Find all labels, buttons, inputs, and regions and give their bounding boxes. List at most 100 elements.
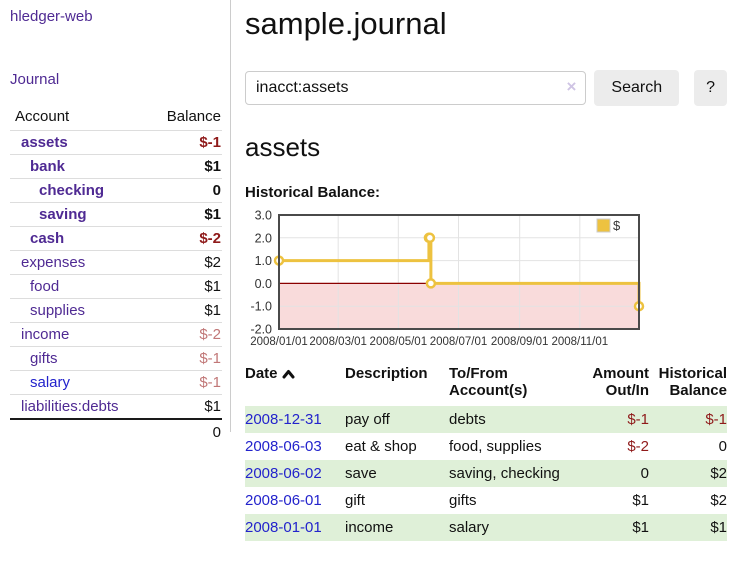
- register-header-row: Date Description To/From Account(s) Amou…: [245, 365, 727, 406]
- column-header-date-label: Date: [245, 365, 278, 382]
- account-name-cell: gifts: [10, 347, 146, 371]
- transaction-accounts: salary: [449, 519, 490, 536]
- accounts-header-account: Account: [15, 108, 70, 125]
- transaction-date-link[interactable]: 2008-12-31: [245, 411, 322, 428]
- x-tick-label: 2008/03/01: [309, 336, 367, 348]
- accounts-table: Account Balance assets $-1 bank $1 checking 0…: [10, 105, 222, 445]
- account-balance: $-2: [199, 230, 221, 247]
- account-row: supplies $1: [10, 298, 222, 323]
- transaction-amount: $-1: [627, 411, 649, 428]
- account-row: liabilities:debts $1: [10, 394, 222, 420]
- transaction-accounts: saving, checking: [449, 465, 560, 482]
- account-name-cell: assets: [10, 131, 146, 155]
- transaction-row[interactable]: 2008-06-02 save saving, checking 0 $2: [245, 460, 727, 487]
- account-balance: $1: [204, 398, 221, 415]
- account-balance: $1: [204, 206, 221, 223]
- y-tick-label: -2.0: [250, 323, 272, 337]
- transaction-row[interactable]: 2008-06-03 eat & shop food, supplies $-2 0: [245, 433, 727, 460]
- transaction-date-link[interactable]: 2008-06-03: [245, 438, 322, 455]
- transaction-description: income: [345, 519, 394, 536]
- chart-border: [278, 214, 640, 330]
- account-link-assets[interactable]: assets: [21, 134, 68, 151]
- account-link-gifts[interactable]: gifts: [30, 350, 58, 367]
- transaction-row[interactable]: 2008-12-31 pay off debts $-1 $-1: [245, 406, 727, 433]
- help-button[interactable]: ?: [694, 70, 727, 106]
- account-link-bank[interactable]: bank: [30, 158, 66, 175]
- hledger-web-app: hledger-web Journal Account Balance asse…: [10, 0, 727, 541]
- account-link-liabilities-debts[interactable]: liabilities:debts: [21, 398, 119, 415]
- account-balance: $1: [204, 302, 221, 319]
- account-row: income $-2: [10, 322, 222, 347]
- transaction-amount: 0: [640, 465, 649, 482]
- account-link-cash[interactable]: cash: [30, 230, 65, 247]
- clear-search-icon[interactable]: ×: [566, 77, 577, 96]
- account-link-food[interactable]: food: [30, 278, 60, 295]
- y-tick-label: 3.0: [255, 209, 272, 223]
- accounts-total-value: 0: [212, 424, 221, 441]
- transaction-balance: $-1: [705, 411, 727, 428]
- account-row: saving $1: [10, 202, 222, 227]
- account-heading: assets: [245, 132, 321, 162]
- column-header-date[interactable]: Date: [245, 365, 345, 406]
- transaction-date-link[interactable]: 2008-06-01: [245, 492, 322, 509]
- data-point-marker: [424, 232, 436, 244]
- account-row: cash $-2: [10, 226, 222, 251]
- transaction-date-link[interactable]: 2008-01-01: [245, 519, 322, 536]
- transaction-amount: $1: [632, 519, 649, 536]
- account-link-expenses[interactable]: expenses: [21, 254, 86, 271]
- account-link-salary[interactable]: salary: [30, 374, 71, 391]
- account-balance: 0: [212, 182, 221, 199]
- accounts-header-row: Account Balance: [10, 105, 222, 131]
- transaction-row[interactable]: 2008-06-01 gift gifts $1 $2: [245, 487, 727, 514]
- column-header-balance: Historical Balance: [658, 365, 727, 399]
- account-link-checking[interactable]: checking: [39, 182, 105, 199]
- x-tick-label: 2008/11/01: [551, 336, 608, 348]
- account-row: checking 0: [10, 178, 222, 203]
- main-content: sample.journal × Search ? assets Histori…: [231, 0, 727, 541]
- account-balance: $-1: [199, 350, 221, 367]
- x-tick-label: 2008/09/01: [491, 336, 549, 348]
- transaction-row[interactable]: 2008-01-01 income salary $1 $1: [245, 514, 727, 541]
- account-balance: $1: [204, 278, 221, 295]
- accounts-header-balance: Balance: [166, 108, 221, 125]
- account-row: salary $-1: [10, 370, 222, 395]
- brand-link[interactable]: hledger-web: [10, 8, 93, 25]
- account-link-supplies[interactable]: supplies: [30, 302, 86, 319]
- account-link-saving[interactable]: saving: [39, 206, 87, 223]
- transaction-balance: $2: [710, 465, 727, 482]
- account-row: assets $-1: [10, 130, 222, 155]
- y-tick-label: 1.0: [255, 254, 272, 268]
- account-balance: $-1: [199, 374, 221, 391]
- transaction-description: eat & shop: [345, 438, 417, 455]
- column-header-amount: Amount Out/In: [592, 365, 649, 399]
- nav-journal-link[interactable]: Journal: [10, 71, 60, 88]
- x-tick-label: 2008/05/01: [370, 336, 428, 348]
- transaction-description: pay off: [345, 411, 390, 428]
- search-form: × Search ?: [245, 70, 727, 106]
- account-name-cell: saving: [10, 203, 146, 227]
- transaction-date-link[interactable]: 2008-06-02: [245, 465, 322, 482]
- account-row: expenses $2: [10, 250, 222, 275]
- sort-ascending-icon: [282, 366, 295, 383]
- transaction-accounts: food, supplies: [449, 438, 542, 455]
- account-name-cell: supplies: [10, 299, 146, 323]
- column-header-accounts: To/From Account(s): [449, 365, 528, 399]
- account-name-cell: checking: [10, 179, 146, 203]
- legend-swatch: [596, 218, 611, 233]
- historical-balance-chart[interactable]: 3.0 2.0 1.0 0.0 -1.0 -2.0 2008/01/01 2008/03/01…: [245, 209, 727, 351]
- transaction-date-cell: 2008-06-02: [245, 460, 345, 487]
- account-link-income[interactable]: income: [21, 326, 70, 343]
- account-name-cell: expenses: [10, 251, 146, 275]
- transaction-amount: $1: [632, 492, 649, 509]
- account-balance: $2: [204, 254, 221, 271]
- transaction-date-cell: 2008-01-01: [245, 514, 345, 541]
- search-button[interactable]: Search: [594, 70, 680, 106]
- account-name-cell: salary: [10, 371, 146, 395]
- account-balance: $-2: [199, 326, 221, 343]
- search-input[interactable]: [245, 71, 587, 105]
- y-tick-label: 0.0: [255, 277, 272, 291]
- account-balance: $-1: [199, 134, 221, 151]
- x-tick-label: 2008/07/01: [430, 336, 488, 348]
- transaction-accounts: debts: [449, 411, 486, 428]
- account-row: bank $1: [10, 154, 222, 179]
